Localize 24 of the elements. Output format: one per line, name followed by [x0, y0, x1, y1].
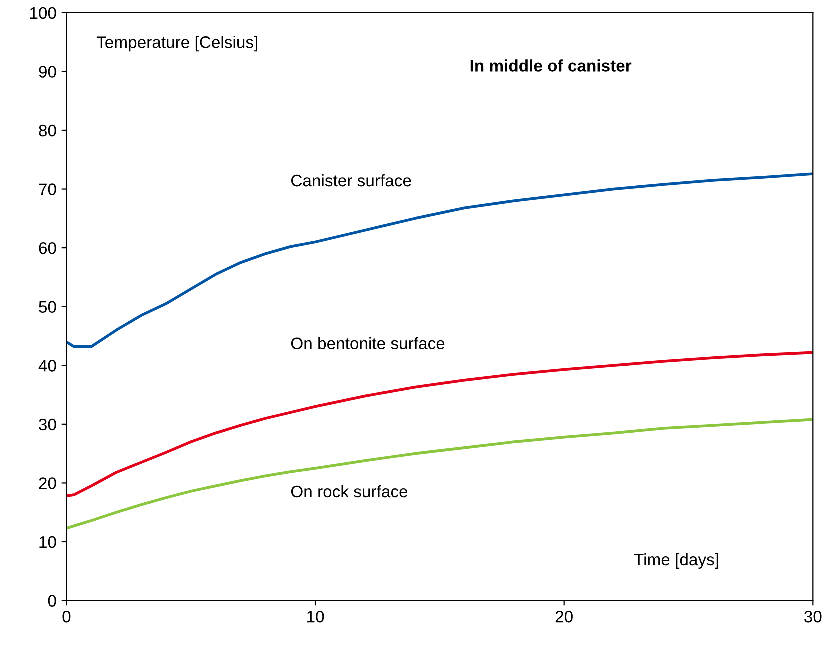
x-tick-label: 10	[308, 610, 324, 623]
y-tick-label: 10	[40, 536, 56, 548]
y-tick-label: 50	[39, 301, 56, 314]
y-tick-label: 60	[39, 242, 56, 254]
y-axis-title: Temperature [Celsius]	[96, 36, 258, 52]
line-series	[66, 172, 814, 348]
y-tick-label: 80	[39, 124, 56, 137]
y-tick-label: 20	[39, 478, 56, 490]
y-tick-label: 40	[38, 360, 56, 372]
y-tick-label: 0	[48, 595, 56, 607]
series-label: Canister surface	[291, 174, 412, 187]
x-tick-label: 20	[556, 610, 573, 623]
y-tick-label: 30	[39, 418, 56, 431]
y-tick-label: 100	[30, 7, 56, 20]
y-tick-label: 90	[39, 66, 56, 78]
y-tick-label: 70	[39, 184, 56, 196]
series-label: On bentonite surface	[291, 337, 445, 350]
x-tick-label: 30	[804, 610, 822, 623]
series-label: On rock surface	[291, 485, 408, 498]
line-series	[66, 418, 814, 530]
text: In middle of canister	[470, 60, 632, 72]
line-series	[66, 351, 814, 498]
x-axis-title: Time [days]	[634, 553, 718, 569]
x-tick-label: 0	[62, 610, 71, 623]
